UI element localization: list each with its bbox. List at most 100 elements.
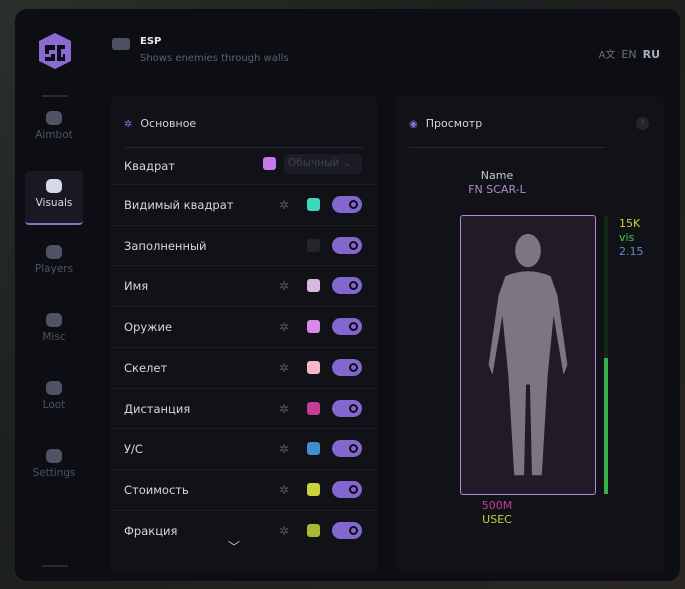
divider [42, 95, 68, 97]
select-value: Обычный [288, 157, 340, 169]
preview-visibility: vis [619, 231, 635, 244]
alien-icon [46, 111, 62, 125]
preview-distance: 500M [481, 499, 513, 512]
preview-box [460, 215, 596, 495]
player-model-figure [488, 233, 568, 476]
list-icon [46, 449, 62, 463]
lang-ru-button[interactable]: RU [642, 48, 660, 61]
toggle-switch[interactable] [332, 236, 362, 254]
sidebar-item-aimbot[interactable]: Aimbot [25, 103, 83, 157]
color-swatch[interactable] [307, 442, 320, 456]
health-bar [604, 216, 608, 494]
gear-icon[interactable]: ✲ [279, 198, 290, 212]
setting-label: Фракция [124, 523, 178, 538]
logo-icon [39, 33, 71, 69]
gear-icon[interactable]: ✲ [279, 279, 290, 294]
language-switcher: A文 EN RU [599, 46, 660, 61]
setting-row: Скелет ✲ [110, 346, 378, 388]
toggle-switch[interactable] [332, 196, 362, 213]
color-swatch[interactable] [307, 482, 320, 496]
briefcase-icon [46, 381, 62, 395]
gear-icon[interactable]: ✲ [279, 523, 290, 538]
gear-icon[interactable]: ✲ [279, 401, 290, 416]
color-swatch[interactable] [307, 320, 320, 334]
setting-label: Скелет [124, 360, 168, 375]
preview-panel: ◉ Просмотр ? Name FN SCAR-L 15K vis 2.15 … [395, 95, 665, 573]
scroll-down-chevron-icon[interactable]: ﹀ [228, 540, 241, 554]
sidebar: Aimbot Visuals Players Misc Loot Settings [15, 9, 95, 581]
sidebar-item-players[interactable]: Players [25, 237, 83, 291]
panel-title: Основное [140, 117, 197, 130]
setting-label: Оружие [124, 320, 173, 335]
gear-icon[interactable]: ✲ [279, 482, 290, 497]
preview-player-name: Name [480, 169, 514, 182]
vr-headset-icon [112, 38, 130, 50]
sidebar-item-loot[interactable]: Loot [25, 373, 83, 427]
sidebar-item-misc[interactable]: Misc [25, 305, 83, 359]
setting-row-box: Квадрат Обычный ⌄ [110, 148, 378, 189]
color-swatch[interactable] [307, 523, 320, 537]
gear-icon[interactable]: ✲ [279, 442, 290, 457]
preview-weapon: FN SCAR-L [468, 183, 526, 196]
esp-window: Aimbot Visuals Players Misc Loot Settings ESP… [15, 9, 680, 581]
eye-icon: ◉ [409, 119, 418, 130]
color-swatch[interactable] [307, 198, 320, 211]
color-swatch[interactable] [307, 279, 320, 293]
color-swatch[interactable] [307, 401, 320, 415]
setting-row: Дистанция ✲ [110, 387, 378, 429]
health-bar-fill [604, 357, 608, 494]
preview-kd: 2.15 [619, 245, 644, 258]
divider [124, 147, 364, 148]
toggle-switch[interactable] [332, 440, 362, 458]
setting-row: Имя ✲ [110, 265, 378, 306]
setting-row: Видимый квадрат ✲ [110, 184, 378, 225]
toggle-switch[interactable] [332, 480, 362, 498]
sidebar-item-label: Loot [42, 399, 66, 411]
setting-row: Фракция ✲ [110, 509, 378, 551]
setting-row: У/С ✲ [110, 428, 378, 469]
setting-row: Оружие ✲ [110, 306, 378, 347]
preview-faction: USEC [482, 513, 512, 526]
divider [42, 565, 68, 567]
sidebar-item-label: Aimbot [35, 129, 73, 141]
preview-price: 15K [619, 217, 641, 230]
page-title: ESP [140, 36, 162, 47]
setting-label: Заполненный [124, 238, 207, 253]
main-settings-panel: ✲ Основное Квадрат Обычный ⌄ Видимый квад… [110, 95, 378, 573]
dots-icon [46, 313, 62, 327]
chevron-down-icon: ⌄ [342, 157, 352, 169]
gear-icon[interactable]: ✲ [279, 320, 290, 335]
color-swatch[interactable] [263, 157, 276, 170]
box-style-select[interactable]: Обычный ⌄ [284, 154, 362, 174]
sidebar-item-settings[interactable]: Settings [25, 441, 83, 495]
toggle-switch[interactable] [332, 318, 362, 336]
toggle-switch[interactable] [332, 399, 362, 417]
color-swatch[interactable] [307, 238, 320, 252]
sidebar-item-visuals[interactable]: Visuals [25, 171, 83, 225]
panel-title: Просмотр [425, 117, 483, 130]
toggle-switch[interactable] [332, 358, 362, 376]
divider [409, 147, 605, 148]
setting-row: Стоимость ✲ [110, 468, 378, 510]
lang-en-button[interactable]: EN [621, 48, 637, 61]
color-swatch[interactable] [307, 360, 320, 374]
setting-row: Заполненный [110, 224, 378, 266]
gear-icon[interactable]: ✲ [279, 360, 290, 375]
page-subtitle: Shows enemies through walls [140, 53, 289, 64]
users-icon [46, 245, 62, 259]
sidebar-item-label: Misc [42, 331, 66, 343]
sidebar-item-label: Visuals [35, 197, 73, 209]
vr-headset-icon [46, 179, 62, 193]
setting-label: Имя [124, 279, 149, 294]
gear-icon: ✲ [124, 119, 133, 130]
translate-icon[interactable]: A文 [598, 50, 616, 61]
setting-label: Видимый квадрат [124, 198, 234, 212]
setting-label: У/С [124, 442, 143, 457]
sidebar-item-label: Settings [32, 467, 76, 479]
help-icon[interactable]: ? [636, 117, 649, 130]
setting-label: Квадрат [124, 159, 175, 173]
setting-label: Дистанция [124, 401, 191, 416]
toggle-switch[interactable] [332, 521, 362, 539]
setting-label: Стоимость [124, 482, 189, 497]
toggle-switch[interactable] [332, 277, 362, 295]
